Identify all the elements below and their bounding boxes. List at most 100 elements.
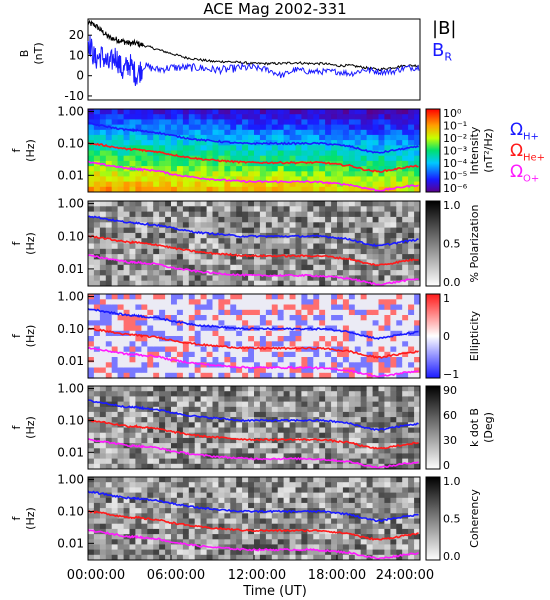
intensity-cb-tick: 10⁻³ xyxy=(443,145,467,158)
polarization-cb-tick: 0.0 xyxy=(443,276,461,289)
field-yunit: (nT) xyxy=(32,42,45,64)
kdotb-cb-tick: 30 xyxy=(443,434,457,447)
ellipticity-panel: 1.00 0.10 0.01 f (Hz) 1 0 −1 Ellipticity xyxy=(10,290,481,381)
gyro-h-sym: Ω xyxy=(510,120,523,140)
panel-frame xyxy=(87,293,421,379)
ellipticity-cb-label: Ellipticity xyxy=(468,310,481,361)
ytick-label: 0.10 xyxy=(57,322,84,336)
gyro-h-curve xyxy=(87,399,419,432)
x-tick-0: 00:00:00 xyxy=(66,568,126,583)
kdotb-colorbar xyxy=(425,385,441,470)
gyro-o-curve xyxy=(87,438,419,470)
panel-frame xyxy=(87,200,421,287)
legend-b-magnitude: |B| xyxy=(432,18,457,39)
gyro-h-curve xyxy=(87,122,420,154)
intensity-cb-label: Intensity xyxy=(468,126,481,174)
ytick-label: 1.00 xyxy=(57,197,84,211)
intensity-colorbar xyxy=(425,108,441,193)
x-tick-1: 06:00:00 xyxy=(146,568,206,583)
gyro-o-curve xyxy=(87,160,420,192)
ytick-label: 0.01 xyxy=(57,168,84,182)
intensity-cb-tick: 10⁻⁴ xyxy=(443,157,468,170)
ellipticity-cb-tick: −1 xyxy=(443,368,459,381)
polarization-cb-tick: 1.0 xyxy=(443,199,461,212)
field-ytick-label: -10 xyxy=(64,89,84,103)
gyro-h-sub: H+ xyxy=(523,131,539,143)
gyro-h-curve xyxy=(87,308,419,340)
ytick-label: 0.01 xyxy=(57,536,84,550)
kdotb-cb-label: k dot B xyxy=(468,408,481,447)
gyro-he-sub: He+ xyxy=(523,152,546,164)
intensity-cb-tick: 10⁰ xyxy=(443,107,462,120)
ytick-label: 1.00 xyxy=(57,473,84,487)
ytick-label: 1.00 xyxy=(57,382,84,396)
gyro-label-he: ΩHe+ xyxy=(510,143,545,166)
polarization-cb-tick: 0.5 xyxy=(443,238,461,251)
ellipticity-yunit: (Hz) xyxy=(24,325,37,348)
x-tick-2: 12:00:00 xyxy=(227,568,287,583)
gyro-he-curve xyxy=(87,327,419,359)
kdotb-cb-unit: (Deg) xyxy=(482,412,495,443)
ytick-label: 0.10 xyxy=(57,413,84,427)
gyro-o-sub: O+ xyxy=(523,173,540,185)
ellipticity-cb-tick: 0 xyxy=(443,330,450,343)
field-ytick-label: 20 xyxy=(69,28,84,42)
panel-frame xyxy=(87,108,421,193)
x-axis-label: Time (UT) xyxy=(243,584,307,599)
coherency-colorbar xyxy=(425,476,441,561)
intensity-panel: 1.00 0.10 0.01 f (Hz) 10⁰10⁻¹10⁻²10⁻³10⁻⁴10⁻⁵… xyxy=(10,105,495,195)
field-ylabel: B xyxy=(18,50,31,58)
polarization-ylabel: f xyxy=(10,240,23,245)
gyro-he-curve xyxy=(87,510,419,541)
ytick-label: 1.00 xyxy=(57,290,84,304)
intensity-cb-tick: 10⁻¹ xyxy=(443,120,467,133)
x-tick-3: 18:00:00 xyxy=(307,568,367,583)
field-series-0 xyxy=(87,19,420,72)
ytick-label: 1.00 xyxy=(57,105,84,119)
gyro-he-curve xyxy=(87,419,419,450)
ytick-label: 0.10 xyxy=(57,229,84,243)
coherency-yunit: (Hz) xyxy=(24,507,37,530)
gyro-he-sym: Ω xyxy=(510,141,523,161)
kdotb-cb-tick: 0 xyxy=(443,459,450,472)
field-ytick-label: 10 xyxy=(69,48,84,62)
intensity-ylabel: f xyxy=(10,147,23,152)
ellipticity-cb-tick: 1 xyxy=(443,292,450,305)
polarization-cb-label: % Polarization xyxy=(468,205,481,283)
ellipticity-colorbar xyxy=(425,293,441,379)
kdotb-cb-tick: 90 xyxy=(443,384,457,397)
coherency-cb-tick: 0.0 xyxy=(443,550,461,563)
gyro-he-curve xyxy=(87,142,419,173)
kdotb-yunit: (Hz) xyxy=(24,416,37,439)
intensity-cb-tick: 10⁻⁵ xyxy=(443,170,467,183)
gyro-label-o: ΩO+ xyxy=(510,164,539,187)
kdotb-panel: 1.00 0.10 0.01 f (Hz) 90 60 30 0 k dot B (Deg) xyxy=(10,382,495,472)
intensity-cb-tick: 10⁻² xyxy=(443,132,467,145)
x-tick-4: 24:00:00 xyxy=(375,568,435,583)
field-panel: 20 10 0 -10 B (nT) xyxy=(18,18,421,103)
field-frame xyxy=(87,18,421,101)
polarization-yunit: (Hz) xyxy=(24,232,37,255)
field-series-1 xyxy=(87,35,420,87)
gyro-he-curve xyxy=(87,235,419,267)
kdotb-ylabel: f xyxy=(10,424,23,429)
intensity-cb-tick: 10⁻⁶ xyxy=(443,182,468,195)
coherency-cb-tick: 1.0 xyxy=(443,475,461,488)
gyro-o-curve xyxy=(87,346,419,378)
coherency-cb-tick: 0.5 xyxy=(443,513,461,526)
legend-br-sub: R xyxy=(444,50,453,64)
ytick-label: 0.10 xyxy=(57,136,84,150)
coherency-cb-label: Coherency xyxy=(468,489,481,548)
polarization-panel: 1.00 0.10 0.01 f (Hz) 1.0 0.5 0.0 % Polarization xyxy=(10,197,481,289)
field-ytick-label: 0 xyxy=(76,69,84,83)
panel-frame xyxy=(87,385,421,470)
intensity-yunit: (Hz) xyxy=(24,139,37,162)
legend-br-label: B xyxy=(432,40,445,61)
page-title: ACE Mag 2002-331 xyxy=(203,0,347,18)
coherency-ylabel: f xyxy=(10,515,23,520)
ytick-label: 0.10 xyxy=(57,504,84,518)
polarization-colorbar xyxy=(425,200,441,287)
ytick-label: 0.01 xyxy=(57,262,84,276)
